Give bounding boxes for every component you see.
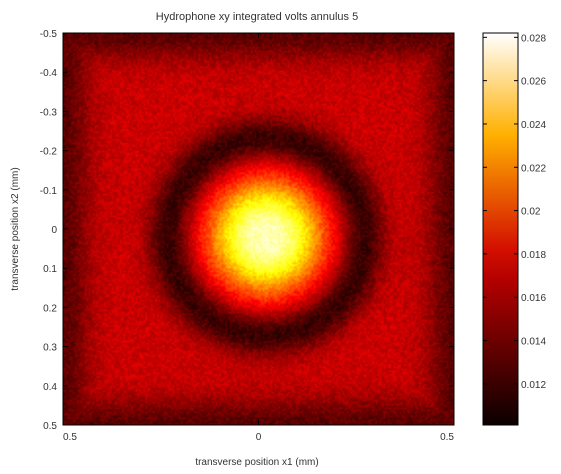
x-axis-label: transverse position x1 (mm) xyxy=(195,457,318,468)
y-tick-label: 0.3 xyxy=(43,343,57,354)
colorbar-tick-label: 0.02 xyxy=(521,207,541,218)
y-tick-label: 0.5 xyxy=(43,421,57,432)
colorbar-tick-label: 0.018 xyxy=(521,250,546,261)
colorbar: 0.012 0.014 0.016 0.018 0.02 0.022 0.024 0.026 0… xyxy=(482,32,546,426)
y-tick-label: 0.4 xyxy=(43,382,57,393)
y-tick-label: 0.1 xyxy=(43,264,57,275)
colorbar-tick-label: 0.028 xyxy=(521,33,546,44)
x-tick-label: 0.5 xyxy=(63,432,77,443)
x-axis-ticks: 0.5 0 0.5 xyxy=(62,33,455,443)
colorbar-tick-label: 0.012 xyxy=(521,380,546,391)
y-tick-label: -0.4 xyxy=(40,68,58,79)
y-axis-label: transverse position x2 (mm) xyxy=(10,167,21,290)
y-tick-label: -0.2 xyxy=(40,147,58,158)
y-tick-label: 0 xyxy=(51,225,57,236)
heatmap-image xyxy=(63,33,454,425)
y-tick-label: 0.2 xyxy=(43,303,57,314)
y-tick-label: -0.5 xyxy=(40,29,58,40)
chart-title: Hydrophone xy integrated volts annulus 5 xyxy=(156,11,358,23)
colorbar-tick-label: 0.022 xyxy=(521,163,546,174)
colorbar-tick-label: 0.016 xyxy=(521,293,546,304)
x-tick-label: 0 xyxy=(256,432,262,443)
colorbar-tick-label: 0.024 xyxy=(521,120,546,131)
y-tick-label: -0.3 xyxy=(40,107,58,118)
y-axis-ticks: -0.5 -0.4 -0.3 -0.2 -0.1 0 0.1 0.2 0.3 0.4 0.5 xyxy=(40,29,454,432)
x-tick-label: 0.5 xyxy=(440,432,454,443)
colorbar-tick-label: 0.014 xyxy=(521,337,546,348)
colorbar-ticks: 0.012 0.014 0.016 0.018 0.02 0.022 0.024 0.026 0… xyxy=(483,33,546,391)
y-tick-label: -0.1 xyxy=(40,186,58,197)
colorbar-tick-label: 0.026 xyxy=(521,77,546,88)
colorbar-gradient xyxy=(482,32,519,426)
heatmap-plot-area xyxy=(62,32,455,426)
